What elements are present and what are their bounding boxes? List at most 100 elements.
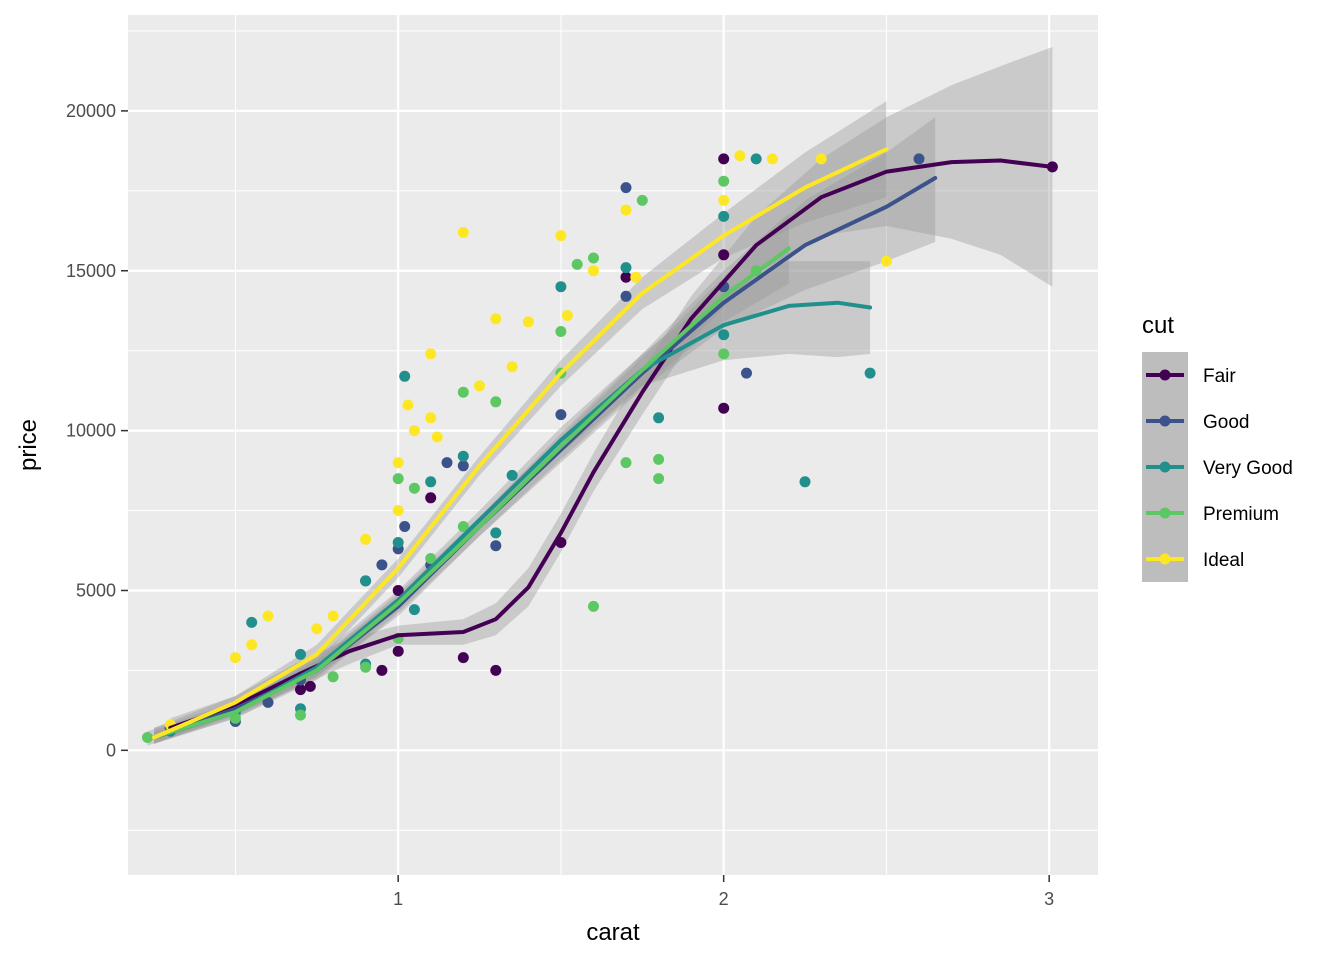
point-ideal <box>506 361 518 373</box>
confidence-bands <box>147 47 1053 746</box>
point-good <box>399 521 411 532</box>
point-fair <box>490 664 502 676</box>
y-axis: 0 5000 10000 15000 20000 <box>66 101 128 760</box>
point-premium <box>360 661 372 673</box>
legend-label-very-good: Very Good <box>1203 458 1293 479</box>
point-ideal <box>262 610 274 622</box>
point-fair <box>457 652 469 664</box>
confidence-band-good <box>154 117 936 744</box>
x-axis: 1 2 3 <box>393 875 1054 909</box>
point-premium <box>425 553 437 564</box>
point-premium <box>718 348 730 360</box>
point-premium <box>408 482 420 494</box>
legend-key-point-fair <box>1159 369 1171 381</box>
legend-label-premium: Premium <box>1203 504 1279 525</box>
y-tick-label: 0 <box>106 740 116 760</box>
point-ideal <box>392 457 404 469</box>
point-good <box>620 182 632 194</box>
point-good <box>741 367 752 379</box>
point-ideal <box>555 230 567 242</box>
point-ideal <box>408 425 420 437</box>
x-axis-title: carat <box>586 919 640 946</box>
point-very-good <box>864 367 876 379</box>
point-very-good <box>506 469 518 481</box>
point-very-good <box>718 210 730 222</box>
point-fair <box>620 271 632 283</box>
point-very-good <box>360 575 372 587</box>
legend-label-fair: Fair <box>1203 366 1236 387</box>
x-tick-label: 2 <box>719 889 729 909</box>
point-premium <box>718 175 730 187</box>
point-ideal <box>474 380 485 392</box>
plot-panel <box>128 15 1098 875</box>
point-ideal <box>561 310 573 321</box>
point-premium <box>555 326 567 337</box>
point-ideal <box>815 153 827 165</box>
legend: cut Fair Good Very Good Premium Ideal <box>1142 312 1293 582</box>
point-very-good <box>246 616 258 628</box>
point-ideal <box>620 204 632 216</box>
point-fair <box>304 680 316 692</box>
point-ideal <box>392 505 404 516</box>
legend-key-point-ideal <box>1159 553 1171 565</box>
legend-title: cut <box>1142 312 1174 339</box>
point-ideal <box>402 399 414 411</box>
point-premium <box>457 521 469 532</box>
point-fair <box>376 664 388 676</box>
y-axis-title: price <box>15 419 42 471</box>
point-premium <box>229 712 241 724</box>
point-very-good <box>620 262 632 274</box>
point-ideal <box>734 150 746 162</box>
point-premium <box>653 473 665 485</box>
point-premium <box>457 386 469 398</box>
legend-key-point-premium <box>1159 507 1171 519</box>
point-fair <box>425 492 437 504</box>
point-ideal <box>880 255 892 267</box>
y-tick-label: 20000 <box>66 101 116 121</box>
point-very-good <box>653 412 665 424</box>
point-premium <box>571 258 583 270</box>
point-very-good <box>295 648 306 660</box>
point-good <box>441 457 453 469</box>
point-ideal <box>246 639 258 651</box>
point-ideal <box>229 652 241 664</box>
point-very-good <box>457 450 469 462</box>
point-premium <box>636 194 648 206</box>
point-very-good <box>750 153 762 165</box>
y-tick-label: 5000 <box>76 580 116 600</box>
confidence-band-very-good <box>154 261 871 744</box>
point-ideal <box>718 194 730 206</box>
x-tick-label: 1 <box>393 889 403 909</box>
point-premium <box>327 671 339 683</box>
point-premium <box>653 453 665 465</box>
point-ideal <box>490 313 502 325</box>
smooth-line-fair <box>168 158 1055 730</box>
point-ideal <box>522 316 534 328</box>
point-fair <box>718 402 730 414</box>
point-fair <box>718 249 730 261</box>
point-very-good <box>392 537 404 548</box>
x-tick-label: 3 <box>1044 889 1054 909</box>
point-premium <box>620 457 632 469</box>
legend-label-ideal: Ideal <box>1203 550 1244 571</box>
point-fair <box>392 645 404 657</box>
point-good <box>555 409 567 421</box>
point-premium <box>295 709 306 721</box>
point-very-good <box>408 604 420 616</box>
point-very-good <box>799 476 811 488</box>
point-ideal <box>431 431 443 443</box>
point-good <box>620 290 632 302</box>
point-very-good <box>718 329 730 341</box>
point-ideal <box>360 533 372 545</box>
confidence-band-ideal <box>154 101 887 744</box>
smooth-lines <box>145 147 1055 742</box>
point-good <box>490 540 502 552</box>
smooth-line-ideal <box>152 147 889 740</box>
smooth-line-premium <box>145 246 791 742</box>
point-good <box>376 559 388 571</box>
point-ideal <box>767 153 778 165</box>
confidence-band-fair <box>170 47 1053 738</box>
point-very-good <box>425 476 437 488</box>
